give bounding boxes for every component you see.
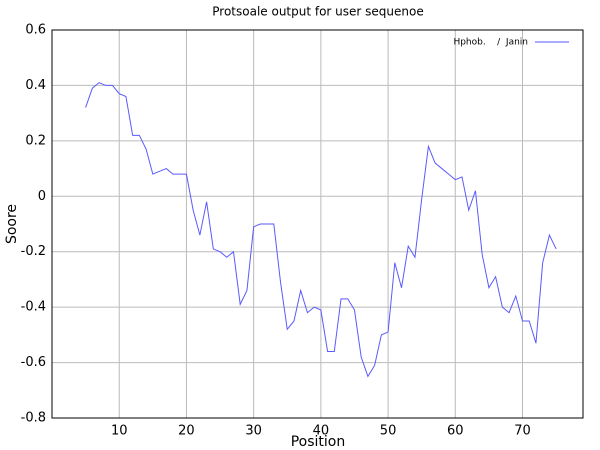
data-line — [85, 82, 557, 378]
chart-title: Protsoale output for user sequenoe — [212, 5, 424, 19]
x-tick-label: 70 — [514, 424, 531, 439]
x-tick-label: 50 — [380, 424, 397, 439]
y-tick-label: 0.6 — [25, 23, 46, 38]
plot-frame — [51, 29, 584, 419]
x-axis-label: Position — [291, 434, 346, 450]
y-tick-label: 0 — [38, 189, 46, 204]
x-tick-label: 20 — [178, 424, 195, 439]
y-tick-label: 0.4 — [25, 78, 46, 93]
x-tick-label: 30 — [245, 424, 262, 439]
y-tick-label: -0.6 — [21, 355, 46, 370]
y-tick-label: -0.8 — [21, 411, 46, 426]
y-tick-label: 0.2 — [25, 133, 46, 148]
x-tick-label: 10 — [111, 424, 128, 439]
x-tick-label: 60 — [447, 424, 464, 439]
y-tick-label: -0.2 — [21, 244, 46, 259]
legend-label: Hphob. / Janin — [453, 38, 528, 48]
y-axis-label: Soore — [4, 204, 20, 244]
y-tick-label: -0.4 — [21, 300, 46, 315]
x-tick-label: 40 — [313, 424, 330, 439]
